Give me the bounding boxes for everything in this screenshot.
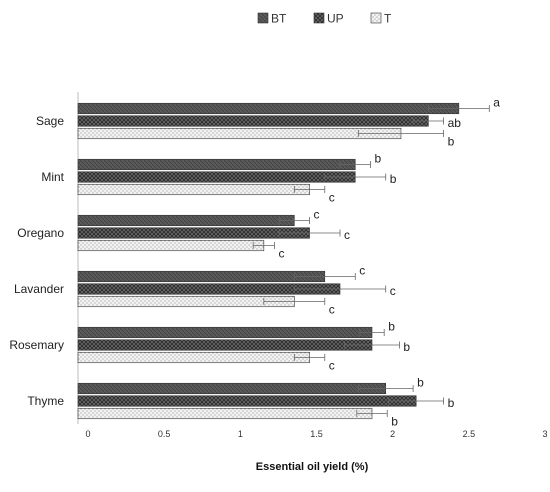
legend-swatch-bt — [257, 12, 269, 24]
significance-label: b — [417, 376, 424, 390]
significance-label: c — [329, 191, 335, 205]
significance-label: b — [390, 172, 397, 186]
significance-label: c — [390, 284, 396, 298]
bar-up — [77, 115, 429, 127]
significance-label: c — [279, 247, 285, 261]
bar-bt — [77, 326, 373, 339]
significance-label: b — [403, 340, 410, 354]
x-axis-title: Essential oil yield (%) — [256, 461, 369, 473]
x-tick-label: 1.5 — [310, 429, 323, 439]
bar-bt — [77, 158, 356, 171]
legend-label-up: UP — [327, 12, 344, 26]
bar-t — [77, 127, 402, 140]
significance-label: b — [391, 415, 398, 429]
bar-t — [77, 351, 310, 364]
bar-t — [77, 183, 310, 196]
x-tick-label: 2.5 — [463, 429, 476, 439]
bar-bt — [77, 270, 326, 283]
bar-up — [77, 339, 373, 351]
significance-label: c — [359, 264, 365, 278]
legend-label-t: T — [384, 12, 392, 26]
category-label: Mint — [41, 170, 64, 184]
significance-label: c — [329, 359, 335, 373]
bar-bt — [77, 382, 387, 395]
legend-swatch-t — [370, 12, 382, 24]
bar-bt — [77, 102, 460, 115]
category-label: Thyme — [27, 394, 64, 408]
x-tick-label: 2 — [390, 429, 395, 439]
significance-label: a — [493, 96, 500, 110]
significance-label: ab — [448, 116, 462, 130]
category-label: Sage — [36, 114, 64, 128]
legend: BT UP T — [257, 12, 392, 26]
category-label: Oregano — [17, 226, 64, 240]
x-tick-label: 3 — [542, 429, 547, 439]
plot-area: 0 0.5 1 1.5 2 2.5 3SageaabbMintbbcOreganocccLa… — [9, 92, 548, 439]
bar-up — [77, 171, 356, 183]
legend-label-bt: BT — [271, 12, 287, 26]
bar-bt — [77, 214, 295, 227]
category-label: Rosemary — [9, 338, 64, 352]
significance-label: c — [329, 303, 335, 317]
x-tick-label: 0 — [85, 429, 90, 439]
significance-label: b — [448, 135, 455, 149]
significance-label: b — [388, 320, 395, 334]
legend-swatch-up — [313, 12, 325, 24]
bar-t — [77, 239, 265, 252]
significance-label: b — [374, 152, 381, 166]
bar-up — [77, 395, 417, 407]
category-label: Lavander — [14, 282, 64, 296]
bar-t — [77, 295, 295, 308]
bar-up — [77, 227, 310, 239]
x-tick-label: 0.5 — [158, 429, 171, 439]
significance-label: c — [344, 228, 350, 242]
significance-label: b — [448, 396, 455, 410]
bar-t — [77, 407, 373, 420]
x-tick-label: 1 — [238, 429, 243, 439]
significance-label: c — [314, 208, 320, 222]
